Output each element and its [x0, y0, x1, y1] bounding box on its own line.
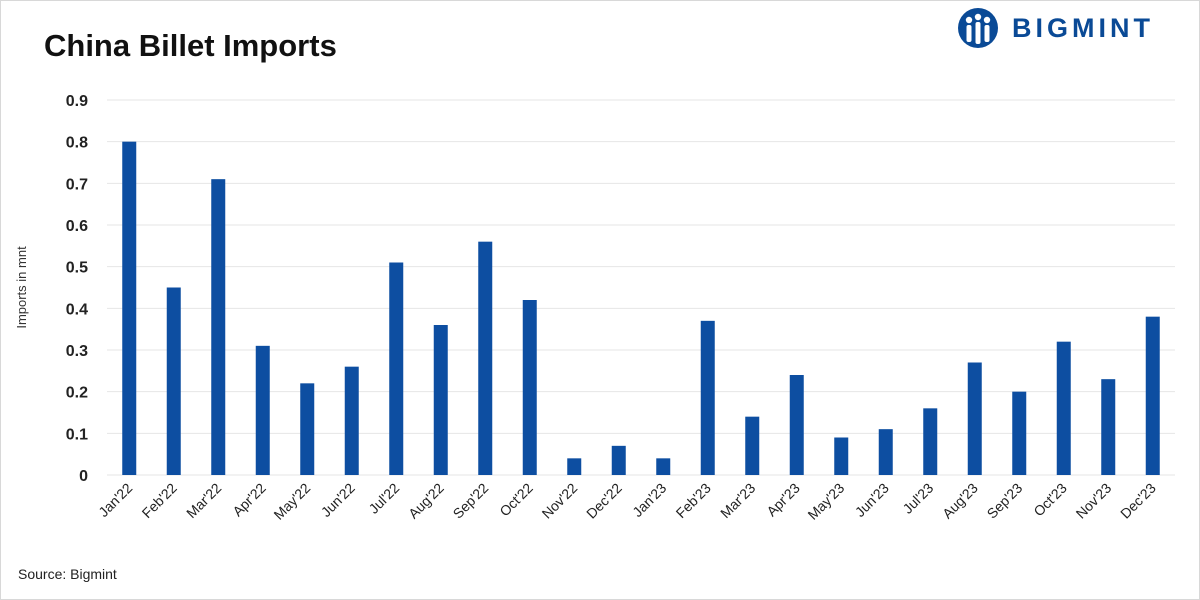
x-tick-label: May'22: [270, 480, 313, 523]
y-tick-label: 0.6: [66, 218, 88, 235]
brand-name: BIGMINT: [1012, 12, 1154, 43]
x-tick-label: Apr'22: [229, 480, 269, 520]
bar: [211, 179, 226, 475]
bar: [611, 445, 626, 475]
x-tick-label: Feb'22: [139, 480, 180, 521]
x-tick-label: Aug'22: [405, 480, 447, 522]
source-note: Source: Bigmint: [18, 566, 117, 582]
y-axis-label: Imports in mnt: [14, 246, 29, 329]
y-tick-label: 0.7: [66, 176, 88, 193]
bar: [1101, 379, 1116, 475]
x-tick-label: Feb'23: [673, 480, 714, 521]
x-tick-label: Aug'23: [939, 480, 981, 522]
bar: [923, 408, 938, 475]
bar: [878, 429, 893, 475]
x-tick-label: Sep'22: [450, 480, 492, 522]
y-tick-label: 0.8: [66, 135, 88, 152]
bar: [166, 287, 181, 475]
x-tick-label: Mar'22: [183, 480, 224, 521]
x-tick-label: Dec'22: [583, 480, 625, 522]
bar: [1056, 341, 1071, 475]
bar: [834, 437, 849, 475]
x-tick-label: Oct'23: [1030, 480, 1070, 520]
x-tick-label: Sep'23: [984, 480, 1026, 522]
bar: [1145, 316, 1160, 475]
x-tick-label: Nov'22: [539, 480, 581, 522]
bar: [522, 300, 537, 475]
y-tick-label: 0.4: [66, 301, 88, 318]
bar: [745, 416, 760, 475]
bar: [567, 458, 582, 475]
bar: [433, 325, 448, 475]
y-tick-label: 0.9: [66, 93, 88, 110]
bigmint-logo-icon: [958, 8, 998, 48]
x-tick-label: Mar'23: [717, 480, 758, 521]
x-tick-label: Jun'23: [852, 480, 892, 520]
bar: [122, 141, 137, 475]
x-tick-label: Jan'22: [95, 480, 135, 520]
x-tick-label: Apr'23: [763, 480, 803, 520]
x-tick-label: Jul'23: [899, 480, 936, 517]
x-tick-label: Jan'23: [629, 480, 669, 520]
bar: [389, 262, 404, 475]
y-tick-label: 0: [79, 468, 88, 485]
chart-title: China Billet Imports: [44, 28, 337, 63]
y-tick-label: 0.1: [66, 426, 88, 443]
x-tick-label: Jul'22: [365, 480, 402, 517]
bar: [344, 366, 359, 475]
bar: [255, 345, 270, 475]
x-tick-label: May'23: [804, 480, 847, 523]
bar: [789, 375, 804, 475]
brand-logo: BIGMINT: [956, 6, 1154, 50]
bar: [700, 320, 715, 475]
x-tick-label: Jun'22: [318, 480, 358, 520]
bar: [300, 383, 315, 475]
x-tick-label: Oct'22: [496, 480, 536, 520]
y-tick-label: 0.3: [66, 343, 88, 360]
bar: [478, 241, 493, 475]
y-tick-label: 0.5: [66, 260, 88, 277]
x-tick-label: Dec'23: [1117, 480, 1159, 522]
bar: [656, 458, 671, 475]
y-tick-label: 0.2: [66, 385, 88, 402]
bar: [967, 362, 982, 475]
bar: [1012, 391, 1027, 475]
x-tick-label: Nov'23: [1073, 480, 1115, 522]
